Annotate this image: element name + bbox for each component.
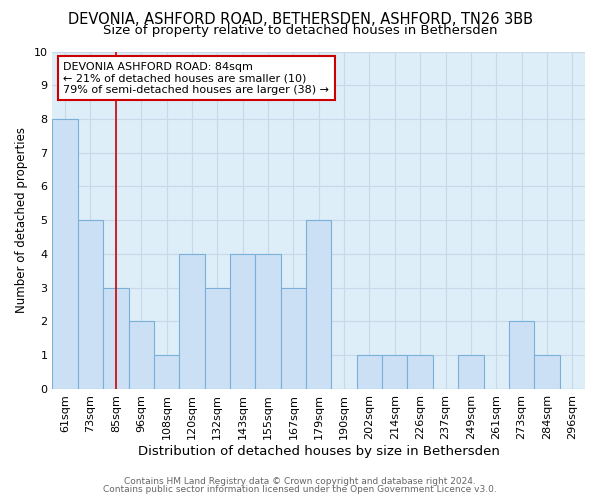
Bar	[509, 322, 534, 389]
Bar	[179, 254, 205, 389]
Bar	[382, 355, 407, 389]
Text: DEVONIA, ASHFORD ROAD, BETHERSDEN, ASHFORD, TN26 3BB: DEVONIA, ASHFORD ROAD, BETHERSDEN, ASHFO…	[67, 12, 533, 28]
X-axis label: Distribution of detached houses by size in Bethersden: Distribution of detached houses by size …	[138, 444, 500, 458]
Text: Contains public sector information licensed under the Open Government Licence v3: Contains public sector information licen…	[103, 485, 497, 494]
Bar	[128, 322, 154, 389]
Bar	[52, 119, 78, 389]
Bar	[534, 355, 560, 389]
Text: Contains HM Land Registry data © Crown copyright and database right 2024.: Contains HM Land Registry data © Crown c…	[124, 477, 476, 486]
Text: Size of property relative to detached houses in Bethersden: Size of property relative to detached ho…	[103, 24, 497, 37]
Bar	[205, 288, 230, 389]
Text: DEVONIA ASHFORD ROAD: 84sqm
← 21% of detached houses are smaller (10)
79% of sem: DEVONIA ASHFORD ROAD: 84sqm ← 21% of det…	[63, 62, 329, 95]
Bar	[256, 254, 281, 389]
Bar	[154, 355, 179, 389]
Y-axis label: Number of detached properties: Number of detached properties	[15, 127, 28, 313]
Bar	[230, 254, 256, 389]
Bar	[306, 220, 331, 389]
Bar	[78, 220, 103, 389]
Bar	[458, 355, 484, 389]
Bar	[103, 288, 128, 389]
Bar	[407, 355, 433, 389]
Bar	[357, 355, 382, 389]
Bar	[281, 288, 306, 389]
